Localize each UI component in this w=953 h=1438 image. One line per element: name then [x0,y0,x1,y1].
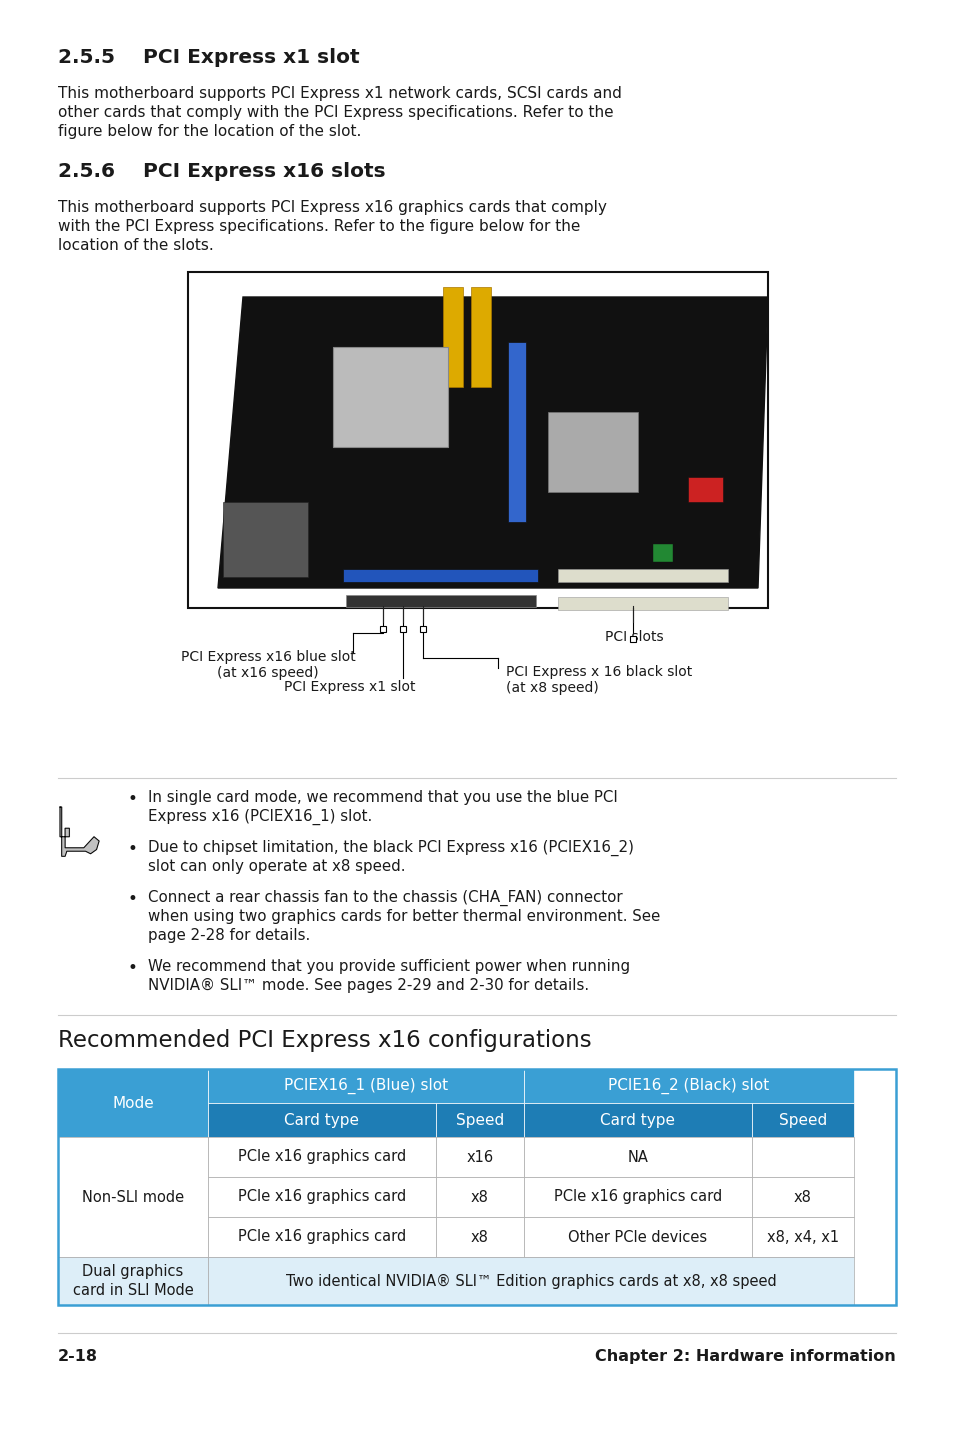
Text: other cards that comply with the PCI Express specifications. Refer to the: other cards that comply with the PCI Exp… [58,105,613,119]
Text: figure below for the location of the slot.: figure below for the location of the slo… [58,124,361,139]
Bar [436,1137,523,1176]
Bar [547,413,638,492]
Text: x8: x8 [471,1189,489,1205]
Bar [523,1176,751,1217]
Bar [751,1176,853,1217]
Bar [523,1217,751,1257]
Text: 2.5.6    PCI Express x16 slots: 2.5.6 PCI Express x16 slots [58,162,385,181]
Bar [419,626,426,631]
Bar [751,1217,853,1257]
Text: x8, x4, x1: x8, x4, x1 [766,1229,839,1244]
Bar [346,595,536,607]
Text: Mode: Mode [112,1096,153,1110]
Text: •: • [127,890,137,907]
Text: with the PCI Express specifications. Refer to the figure below for the: with the PCI Express specifications. Ref… [58,219,579,234]
Bar [250,523,305,542]
Bar [523,1137,751,1176]
Bar [523,1103,751,1137]
Bar [507,342,525,522]
Bar [58,1068,895,1306]
Polygon shape [218,298,767,588]
Text: This motherboard supports PCI Express x16 graphics cards that comply: This motherboard supports PCI Express x1… [58,200,606,216]
Bar [558,569,727,582]
Bar [58,1068,208,1137]
Text: PCIe x16 graphics card: PCIe x16 graphics card [237,1229,406,1244]
Text: NA: NA [627,1149,648,1165]
Text: slot can only operate at x8 speed.: slot can only operate at x8 speed. [148,858,405,874]
Bar [208,1103,436,1137]
Text: In single card mode, we recommend that you use the blue PCI: In single card mode, we recommend that y… [148,789,618,805]
Bar [751,1137,853,1176]
Text: Card type: Card type [284,1113,359,1127]
Bar [188,272,767,608]
Bar [436,1103,523,1137]
Text: x8: x8 [471,1229,489,1244]
Bar [523,1068,853,1103]
Text: PCIEX16_1 (Blue) slot: PCIEX16_1 (Blue) slot [284,1078,448,1094]
Text: PCIe x16 graphics card: PCIe x16 graphics card [237,1189,406,1205]
Bar [379,626,386,631]
Bar [436,1217,523,1257]
Text: when using two graphics cards for better thermal environment. See: when using two graphics cards for better… [148,909,659,925]
Text: Non-SLI mode: Non-SLI mode [82,1189,184,1205]
Text: 2-18: 2-18 [58,1349,98,1365]
Text: PCI Express x1 slot: PCI Express x1 slot [284,680,416,695]
Bar [343,569,537,582]
Text: Chapter 2: Hardware information: Chapter 2: Hardware information [595,1349,895,1365]
Text: Recommended PCI Express x16 configurations: Recommended PCI Express x16 configuratio… [58,1030,591,1053]
Bar [399,626,406,631]
Text: (at x16 speed): (at x16 speed) [217,666,318,680]
Text: location of the slots.: location of the slots. [58,239,213,253]
Text: PCI Express x16 blue slot: PCI Express x16 blue slot [180,650,355,664]
Bar [208,1068,523,1103]
Bar [208,1257,853,1306]
Text: •: • [127,789,137,808]
Bar [687,477,722,502]
Bar [471,288,491,387]
Text: PCI Express x 16 black slot: PCI Express x 16 black slot [505,664,692,679]
Text: Express x16 (PCIEX16_1) slot.: Express x16 (PCIEX16_1) slot. [148,810,372,825]
Bar [652,544,672,562]
Bar [58,1137,208,1257]
Bar [208,1137,436,1176]
Text: •: • [127,840,137,858]
Bar [333,347,448,447]
Bar [58,1257,208,1306]
Text: (at x8 speed): (at x8 speed) [505,682,598,695]
Polygon shape [60,807,99,856]
Text: We recommend that you provide sufficient power when running: We recommend that you provide sufficient… [148,959,630,974]
Bar [208,1176,436,1217]
Bar [208,1217,436,1257]
Text: This motherboard supports PCI Express x1 network cards, SCSI cards and: This motherboard supports PCI Express x1… [58,86,621,101]
Bar [223,502,308,577]
Text: Speed: Speed [456,1113,503,1127]
Text: PCIe x16 graphics card: PCIe x16 graphics card [554,1189,721,1205]
Text: NVIDIA® SLI™ mode. See pages 2-29 and 2-30 for details.: NVIDIA® SLI™ mode. See pages 2-29 and 2-… [148,978,589,994]
Text: PCI slots: PCI slots [604,630,662,644]
Text: Two identical NVIDIA® SLI™ Edition graphics cards at x8, x8 speed: Two identical NVIDIA® SLI™ Edition graph… [285,1274,776,1288]
Bar [558,597,727,610]
Text: Due to chipset limitation, the black PCI Express x16 (PCIEX16_2): Due to chipset limitation, the black PCI… [148,840,634,856]
Text: x8: x8 [793,1189,811,1205]
Text: 2.5.5    PCI Express x1 slot: 2.5.5 PCI Express x1 slot [58,47,359,68]
Text: page 2-28 for details.: page 2-28 for details. [148,928,310,943]
Bar [442,288,462,387]
Text: •: • [127,959,137,976]
Text: Connect a rear chassis fan to the chassis (CHA_FAN) connector: Connect a rear chassis fan to the chassi… [148,890,622,906]
Text: PCIE16_2 (Black) slot: PCIE16_2 (Black) slot [608,1078,769,1094]
Text: Other PCIe devices: Other PCIe devices [568,1229,707,1244]
Bar [751,1103,853,1137]
Text: Card type: Card type [599,1113,675,1127]
Bar [436,1176,523,1217]
Bar [629,636,636,641]
Text: x16: x16 [466,1149,493,1165]
Text: PCIe x16 graphics card: PCIe x16 graphics card [237,1149,406,1165]
Text: Dual graphics
card in SLI Mode: Dual graphics card in SLI Mode [72,1264,193,1299]
Text: Speed: Speed [778,1113,826,1127]
